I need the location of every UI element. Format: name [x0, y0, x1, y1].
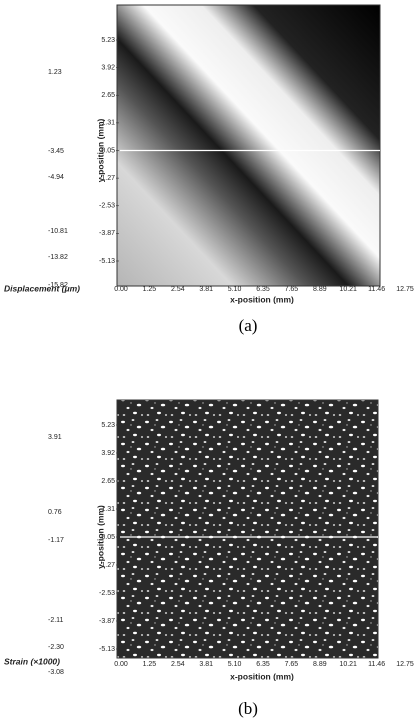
x-tick-label: 8.89	[313, 661, 327, 668]
y-axis-label: y-position (mm)	[95, 505, 105, 569]
x-tick-label: 6.35	[256, 661, 270, 668]
x-tick-label: 3.81	[199, 286, 213, 293]
y-tick-label: 0.05	[101, 147, 115, 154]
y-tick-label: 1.31	[101, 506, 115, 513]
x-axis-label: x-position (mm)	[230, 294, 294, 304]
x-tick-label: 3.81	[199, 661, 213, 668]
x-tick-label: 0.00	[114, 286, 128, 293]
legend-tick-label: -2.30	[48, 644, 64, 651]
displacement-map	[116, 4, 381, 287]
y-tick-label: 2.65	[101, 478, 115, 485]
legend-tick-label: -15.82	[48, 282, 68, 289]
y-tick-label: -1.27	[99, 562, 115, 569]
legend-tick-label: -4.94	[48, 174, 64, 181]
x-tick-label: 8.89	[313, 286, 327, 293]
x-tick-label: 10.21	[339, 286, 357, 293]
y-tick-label: -2.53	[99, 590, 115, 597]
y-tick-label: 5.23	[101, 37, 115, 44]
legend-tick-label: -2.11	[48, 617, 64, 624]
y-tick-label: -3.87	[99, 618, 115, 625]
legend-tick-label: 0.76	[48, 509, 62, 516]
x-tick-label: 11.46	[368, 286, 385, 293]
y-tick-label: -2.53	[99, 203, 115, 210]
x-axis-label: x-position (mm)	[230, 671, 294, 681]
x-tick-label: 11.46	[368, 661, 385, 668]
y-tick-label: -5.13	[99, 258, 115, 265]
x-tick-label: 1.25	[143, 661, 157, 668]
y-tick-label: 5.23	[101, 422, 115, 429]
y-tick-label: 2.65	[101, 92, 115, 99]
legend-tick-label: -10.81	[48, 228, 68, 235]
y-tick-label: -3.87	[99, 230, 115, 237]
legend-tick-label: 3.91	[48, 434, 62, 441]
x-tick-label: 5.10	[228, 286, 242, 293]
caption: (b)	[238, 699, 258, 718]
legend-label: Displacement (μm)	[4, 283, 80, 293]
strain-map	[116, 399, 379, 659]
y-axis-label: y-position (mm)	[95, 118, 105, 182]
x-tick-label: 2.54	[171, 286, 185, 293]
y-tick-label: -5.13	[99, 646, 115, 653]
y-tick-label: 0.05	[101, 534, 115, 541]
x-tick-label: 10.21	[339, 661, 357, 668]
legend-tick-label: 1.23	[48, 69, 62, 76]
x-tick-label: 5.10	[228, 661, 242, 668]
y-tick-label: -1.27	[99, 175, 115, 182]
y-tick-label: 1.31	[101, 120, 115, 127]
x-tick-label: 0.00	[114, 661, 128, 668]
x-tick-label: 7.65	[285, 661, 299, 668]
legend-tick-label: -13.82	[48, 254, 68, 261]
y-tick-label: 3.92	[101, 450, 115, 457]
x-tick-label: 2.54	[171, 661, 185, 668]
y-tick-label: 3.92	[101, 64, 115, 71]
x-tick-label: 7.65	[285, 286, 299, 293]
legend-label: Strain (×1000)	[4, 656, 60, 666]
x-tick-label: 12.75	[396, 661, 414, 668]
legend-tick-label: -1.17	[48, 537, 64, 544]
x-tick-label: 1.25	[143, 286, 157, 293]
legend-tick-label: -3.45	[48, 148, 64, 155]
x-tick-label: 6.35	[256, 286, 270, 293]
caption: (a)	[239, 316, 258, 335]
x-tick-label: 12.75	[396, 286, 414, 293]
legend-tick-label: -3.08	[48, 669, 64, 676]
